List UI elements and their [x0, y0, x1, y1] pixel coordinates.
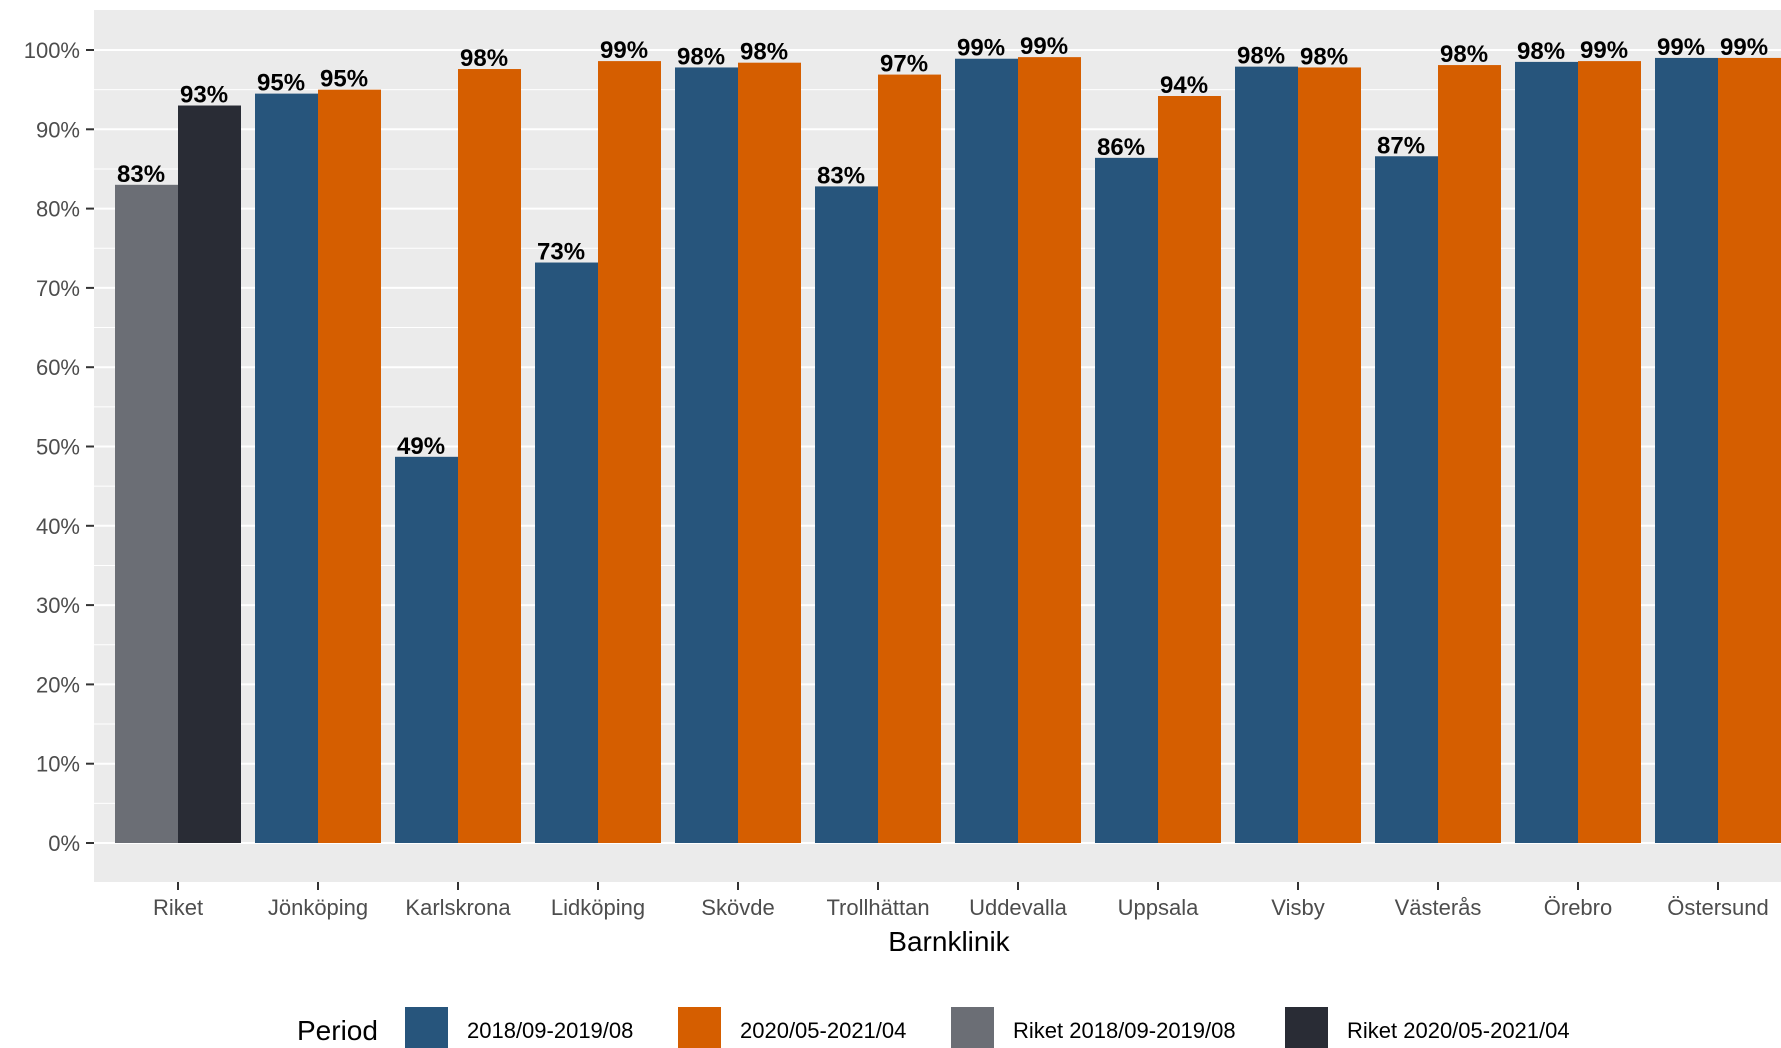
y-tick-label: 50%	[36, 435, 80, 460]
bar	[1018, 57, 1081, 843]
x-tick-label: Karlskrona	[405, 895, 511, 920]
data-label: 98%	[1440, 41, 1488, 68]
bar	[1515, 61, 1578, 843]
data-labels-layer: 83% 93% 95% 95% 49% 98% 73% 99% 98% 98% 83% 97% 99% 9…	[117, 33, 1768, 460]
x-tick-label: Trollhättan	[826, 895, 929, 920]
bar	[1375, 156, 1438, 844]
bar	[395, 456, 458, 843]
y-tick-label: 20%	[36, 672, 80, 697]
x-tick-label: Örebro	[1544, 895, 1612, 920]
bar	[1718, 57, 1781, 844]
bar	[535, 262, 598, 843]
data-label: 83%	[117, 161, 165, 188]
y-tick-label: 100%	[24, 38, 80, 63]
bar	[178, 105, 241, 843]
x-tick-label: Skövde	[701, 895, 774, 920]
data-label: 95%	[257, 70, 305, 97]
data-label: 99%	[957, 35, 1005, 62]
bar	[815, 186, 878, 843]
y-tick-label: 10%	[36, 752, 80, 777]
data-label: 99%	[600, 37, 648, 64]
data-label: 98%	[1237, 43, 1285, 70]
bar	[1578, 61, 1641, 844]
y-tick-label: 60%	[36, 355, 80, 380]
y-tick-label: 80%	[36, 197, 80, 222]
x-tick-label: Uppsala	[1118, 895, 1199, 920]
bar	[1438, 65, 1501, 843]
legend-label: 2018/09-2019/08	[467, 1018, 633, 1043]
legend-label: 2020/05-2021/04	[740, 1018, 906, 1043]
data-label: 99%	[1580, 37, 1628, 64]
bar	[115, 184, 178, 843]
data-label: 98%	[460, 45, 508, 72]
bar	[255, 93, 318, 844]
data-label: 73%	[537, 239, 585, 266]
data-label: 98%	[677, 43, 725, 70]
data-label: 99%	[1657, 34, 1705, 61]
legend: Period 2018/09-2019/08 2020/05-2021/04 Rik…	[297, 1007, 1570, 1048]
data-label: 97%	[880, 51, 928, 78]
legend-swatch	[1285, 1007, 1328, 1048]
x-axis: Riket Jönköping Karlskrona Lidköping Skövde T…	[153, 882, 1769, 920]
legend-label: Riket 2020/05-2021/04	[1347, 1018, 1570, 1043]
legend-swatch	[951, 1007, 994, 1048]
bar	[1655, 57, 1718, 844]
legend-title: Period	[297, 1015, 378, 1046]
data-label: 99%	[1720, 34, 1768, 61]
data-label: 83%	[817, 162, 865, 189]
data-label: 99%	[1020, 33, 1068, 60]
bar	[1298, 67, 1361, 844]
bar	[1095, 157, 1158, 843]
data-label: 98%	[740, 39, 788, 66]
y-tick-label: 30%	[36, 593, 80, 618]
data-label: 49%	[397, 433, 445, 460]
bar	[675, 67, 738, 844]
x-tick-label: Visby	[1271, 895, 1324, 920]
y-axis: 0% 10% 20% 30% 40% 50% 60% 70% 80% 90% 100%	[24, 38, 94, 856]
bar	[598, 61, 661, 844]
x-tick-label: Östersund	[1667, 895, 1769, 920]
x-tick-label: Riket	[153, 895, 203, 920]
data-label: 98%	[1300, 43, 1348, 70]
legend-swatch	[405, 1007, 448, 1048]
bar	[878, 74, 941, 843]
x-tick-label: Lidköping	[551, 895, 645, 920]
y-tick-label: 70%	[36, 276, 80, 301]
bar	[955, 58, 1018, 843]
x-tick-label: Jönköping	[268, 895, 368, 920]
data-label: 98%	[1517, 38, 1565, 65]
x-tick-label: Västerås	[1395, 895, 1482, 920]
y-tick-label: 40%	[36, 514, 80, 539]
data-label: 86%	[1097, 134, 1145, 161]
data-label: 95%	[320, 66, 368, 93]
data-label: 93%	[180, 82, 228, 109]
y-tick-label: 90%	[36, 117, 80, 142]
y-tick-label: 0%	[48, 831, 80, 856]
bar	[458, 69, 521, 844]
legend-label: Riket 2018/09-2019/08	[1013, 1018, 1236, 1043]
bar	[1158, 95, 1221, 843]
x-axis-title: Barnklinik	[888, 926, 1010, 957]
x-tick-label: Uddevalla	[969, 895, 1068, 920]
legend-swatch	[678, 1007, 721, 1048]
bars-layer	[115, 57, 1781, 844]
bar	[738, 62, 801, 844]
bar	[318, 89, 381, 843]
bar	[1235, 66, 1298, 843]
data-label: 87%	[1377, 132, 1425, 159]
data-label: 94%	[1160, 72, 1208, 99]
